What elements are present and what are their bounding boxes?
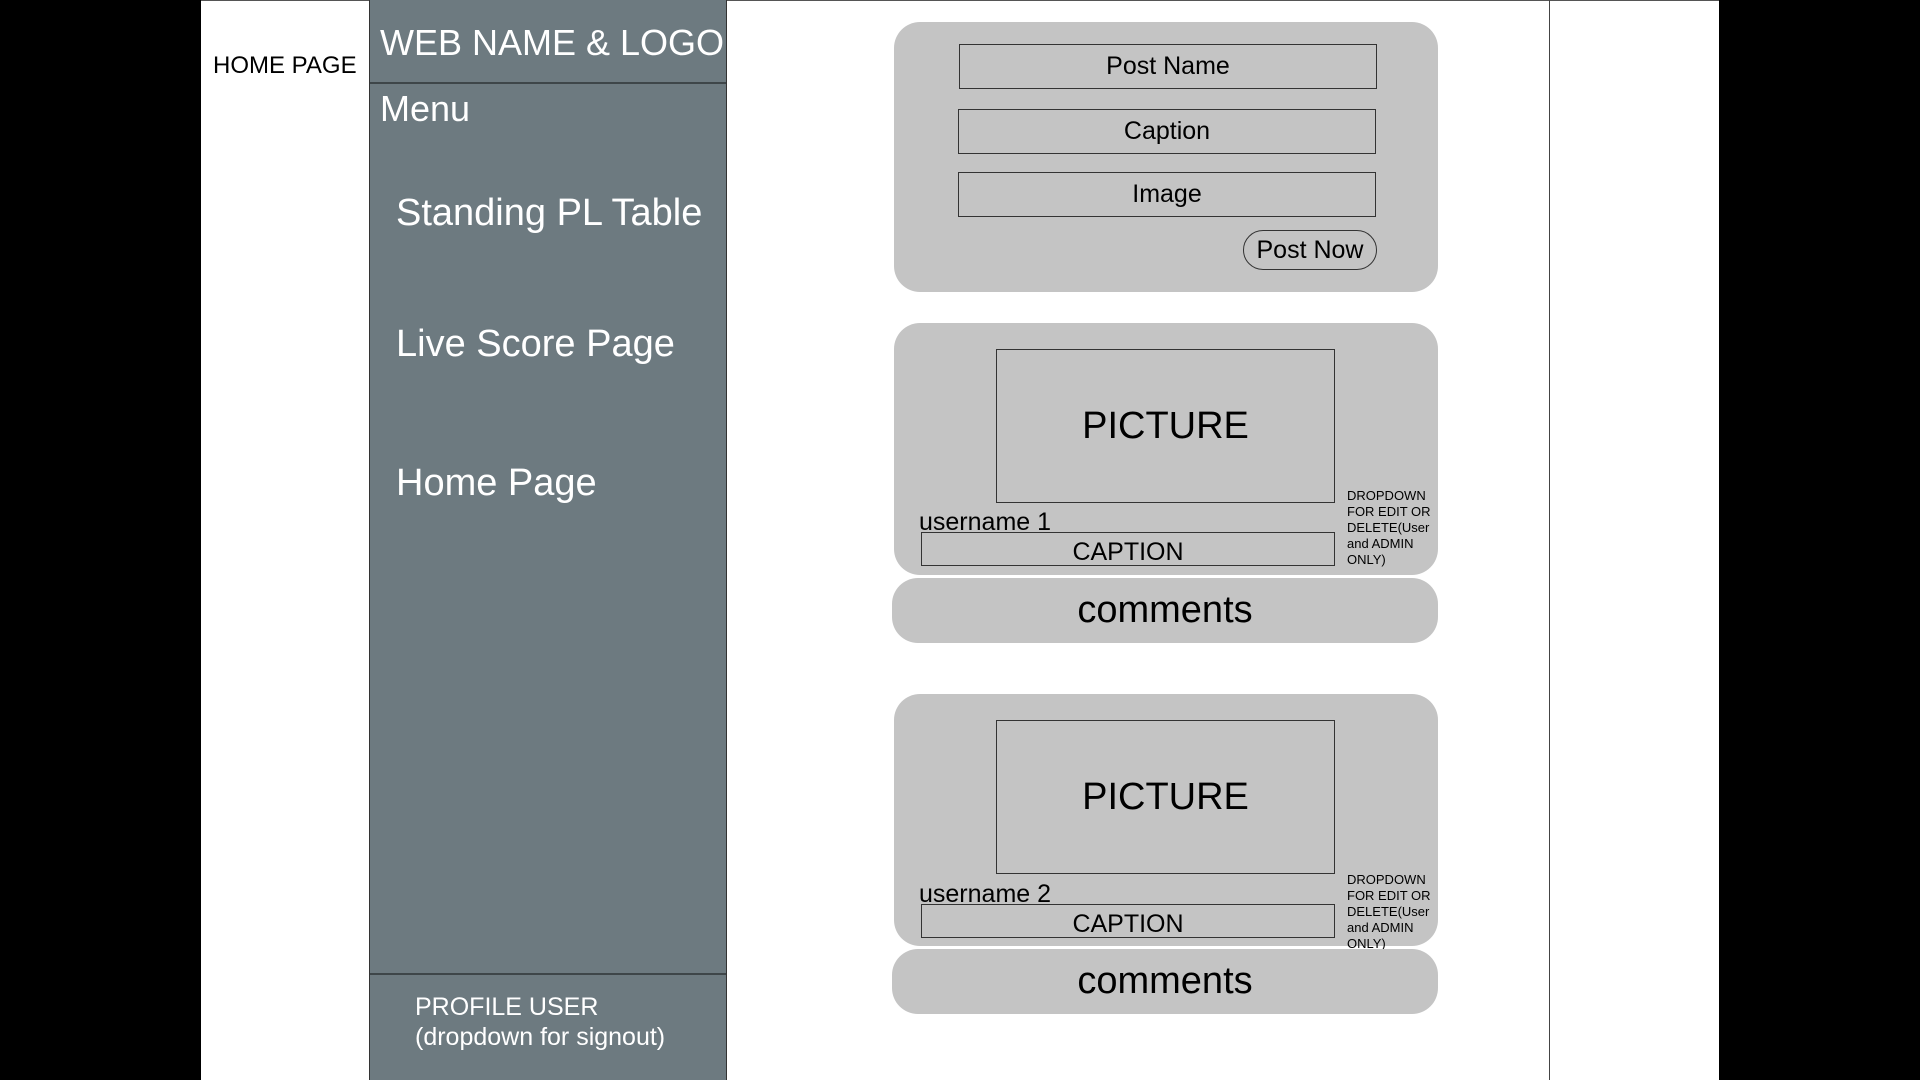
profile-hint: (dropdown for signout): [415, 1023, 666, 1051]
sidebar-item-live-score[interactable]: Live Score Page: [396, 323, 675, 365]
image-input[interactable]: Image: [958, 172, 1376, 217]
sidebar: WEB NAME & LOGO Menu Standing PL Table L…: [369, 0, 727, 1080]
brand-logo[interactable]: WEB NAME & LOGO: [380, 22, 725, 63]
post-username[interactable]: username 2: [919, 880, 1052, 908]
menu-title: Menu: [380, 88, 471, 129]
caption-input[interactable]: Caption: [958, 109, 1376, 154]
post-caption: CAPTION: [921, 904, 1335, 938]
post-options-dropdown[interactable]: DROPDOWN FOR EDIT OR DELETE(User and ADM…: [1347, 488, 1431, 567]
sidebar-item-standing-table[interactable]: Standing PL Table: [396, 192, 703, 234]
page-frame: HOME PAGE WEB NAME & LOGO Menu Standing …: [201, 0, 1719, 1080]
post-username[interactable]: username 1: [919, 508, 1052, 536]
page-label: HOME PAGE: [213, 52, 357, 79]
right-border: [1549, 0, 1550, 1080]
sidebar-divider: [370, 82, 726, 84]
post-name-input[interactable]: Post Name: [959, 44, 1377, 89]
post-caption: CAPTION: [921, 532, 1335, 566]
post-picture: PICTURE: [996, 349, 1335, 503]
profile-user-dropdown[interactable]: PROFILE USER (dropdown for signout): [415, 992, 665, 1052]
sidebar-divider: [370, 973, 726, 975]
post-options-dropdown[interactable]: DROPDOWN FOR EDIT OR DELETE(User and ADM…: [1347, 872, 1431, 951]
profile-label: PROFILE USER: [415, 993, 599, 1021]
comments-section[interactable]: comments: [892, 578, 1438, 643]
post-picture: PICTURE: [996, 720, 1335, 874]
sidebar-item-home[interactable]: Home Page: [396, 462, 597, 504]
comments-section[interactable]: comments: [892, 949, 1438, 1014]
post-now-button[interactable]: Post Now: [1243, 230, 1377, 270]
top-border: [201, 0, 1719, 1]
